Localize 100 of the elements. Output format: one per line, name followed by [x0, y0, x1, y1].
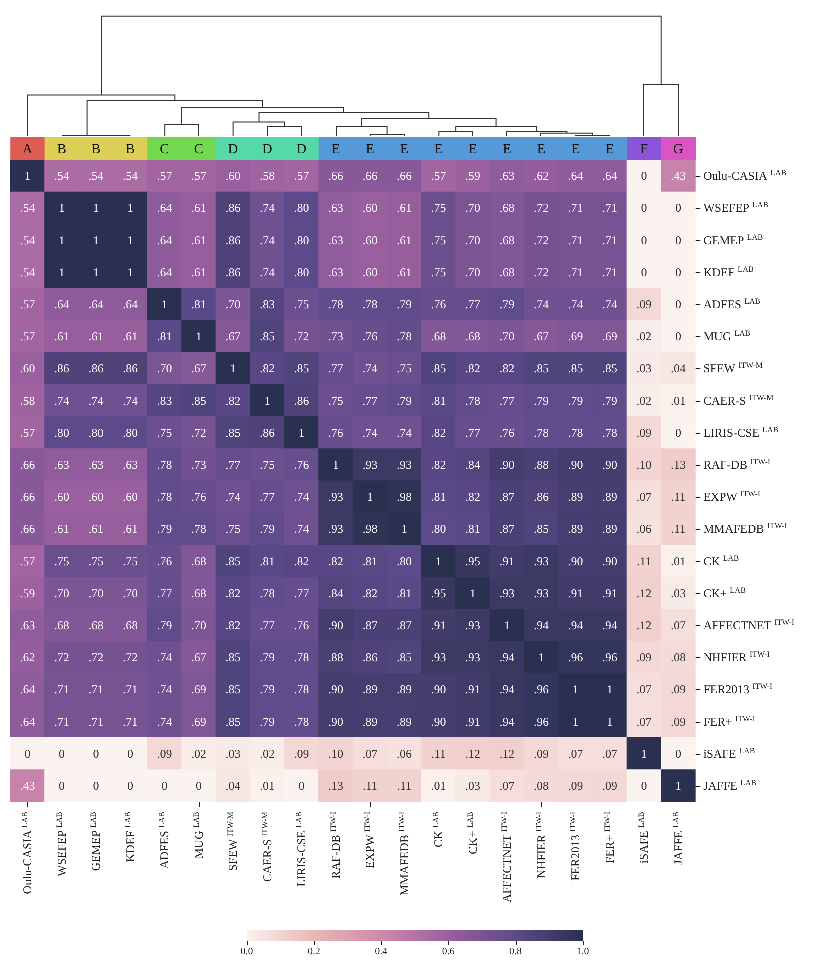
annotation: G	[673, 142, 684, 158]
data-label: .70	[226, 297, 241, 312]
data-label: .61	[396, 201, 412, 216]
data-label: .83	[157, 394, 172, 408]
data-label: .76	[191, 490, 206, 504]
data-label: .86	[534, 490, 549, 504]
data-label: .01	[260, 778, 275, 793]
data-label: .02	[636, 330, 652, 344]
data-label: .71	[568, 233, 584, 248]
data-label: 1	[572, 714, 579, 729]
y-tick-label: CAER-S ITW-M	[704, 393, 774, 408]
data-label: .93	[431, 650, 446, 665]
data-label: .77	[500, 394, 515, 408]
data-label: .13	[670, 458, 686, 472]
annotation: E	[606, 142, 614, 158]
data-label: .09	[294, 746, 310, 761]
y-tick-label: GEMEP LAB	[704, 232, 764, 248]
data-label: 0	[675, 426, 682, 440]
data-label: .71	[122, 682, 138, 697]
data-label: .01	[670, 554, 686, 568]
data-label: .72	[191, 426, 206, 440]
y-tick-label: RAF-DB ITW-I	[704, 457, 771, 472]
data-label: .12	[465, 746, 480, 761]
data-label: .67	[191, 362, 206, 376]
annotation: B	[92, 142, 101, 158]
data-label: .60	[362, 233, 378, 248]
data-label: 1	[58, 201, 65, 216]
data-label: .71	[568, 265, 584, 280]
data-label: .80	[54, 426, 70, 440]
data-label: .77	[157, 586, 172, 600]
data-label: .75	[431, 201, 446, 216]
data-label: .57	[431, 169, 446, 184]
data-label: .64	[568, 169, 584, 184]
annotation: E	[571, 142, 580, 158]
data-label: .06	[636, 522, 652, 536]
data-label: .96	[568, 650, 584, 665]
data-label: .64	[88, 297, 104, 312]
data-label: .94	[500, 682, 515, 697]
data-label: .43	[670, 169, 686, 184]
y-tick-label: FER+ ITW-I	[704, 714, 756, 729]
data-label: 0	[298, 778, 305, 793]
data-label: .79	[260, 714, 275, 729]
data-label: 1	[538, 650, 544, 665]
data-label: .54	[88, 169, 104, 184]
data-label: .79	[260, 682, 275, 697]
data-label: .78	[260, 586, 275, 600]
data-label: .04	[670, 362, 686, 376]
data-label: .01	[431, 778, 446, 793]
data-label: .70	[465, 233, 480, 248]
data-label: 0	[675, 233, 682, 248]
data-label: .68	[431, 330, 446, 344]
data-label: .10	[328, 746, 344, 761]
y-tick-label: iSAFE LAB	[704, 746, 756, 761]
data-label: 1	[127, 201, 134, 216]
data-label: .93	[500, 586, 515, 600]
data-label: 1	[367, 490, 374, 504]
data-label: .86	[54, 362, 70, 376]
data-label: .76	[157, 554, 172, 568]
data-label: .77	[260, 490, 275, 504]
annotation: D	[296, 142, 307, 158]
annotation: D	[262, 142, 273, 158]
data-label: .71	[602, 265, 618, 280]
data-label: .90	[602, 458, 618, 472]
data-label: .75	[328, 394, 344, 408]
data-label: .63	[500, 169, 515, 184]
data-label: .80	[88, 426, 104, 440]
data-label: .66	[20, 490, 36, 504]
data-label: .07	[636, 714, 652, 729]
data-label: .60	[362, 201, 378, 216]
data-label: .09	[636, 297, 652, 312]
data-label: 1	[264, 394, 270, 408]
annotation: E	[434, 142, 444, 158]
data-label: .02	[636, 394, 652, 408]
data-label: .86	[260, 426, 275, 440]
data-label: .59	[465, 169, 480, 184]
data-label: .64	[54, 297, 70, 312]
data-label: .85	[226, 650, 241, 665]
y-tick-label: FER2013 ITW-I	[704, 682, 773, 697]
data-label: .86	[226, 265, 241, 280]
y-tick-label: CK+ LAB	[704, 586, 746, 600]
data-label: .82	[226, 618, 241, 632]
data-label: 1	[230, 362, 236, 376]
data-label: .81	[396, 586, 412, 600]
data-label: .07	[362, 746, 378, 761]
data-label: .68	[191, 586, 206, 600]
data-label: .63	[54, 458, 70, 472]
data-label: .70	[157, 362, 172, 376]
data-label: .79	[602, 394, 618, 408]
data-label: .07	[602, 746, 618, 761]
data-label: .70	[54, 586, 70, 600]
data-label: .76	[294, 618, 310, 632]
data-label: .80	[294, 265, 310, 280]
data-label: .03	[465, 778, 480, 793]
data-label: .77	[226, 458, 241, 472]
data-label: .86	[294, 394, 310, 408]
data-label: .61	[54, 522, 70, 536]
data-label: .71	[88, 682, 104, 697]
data-label: .79	[157, 618, 172, 632]
data-label: 1	[162, 297, 168, 312]
data-label: 0	[675, 297, 682, 312]
